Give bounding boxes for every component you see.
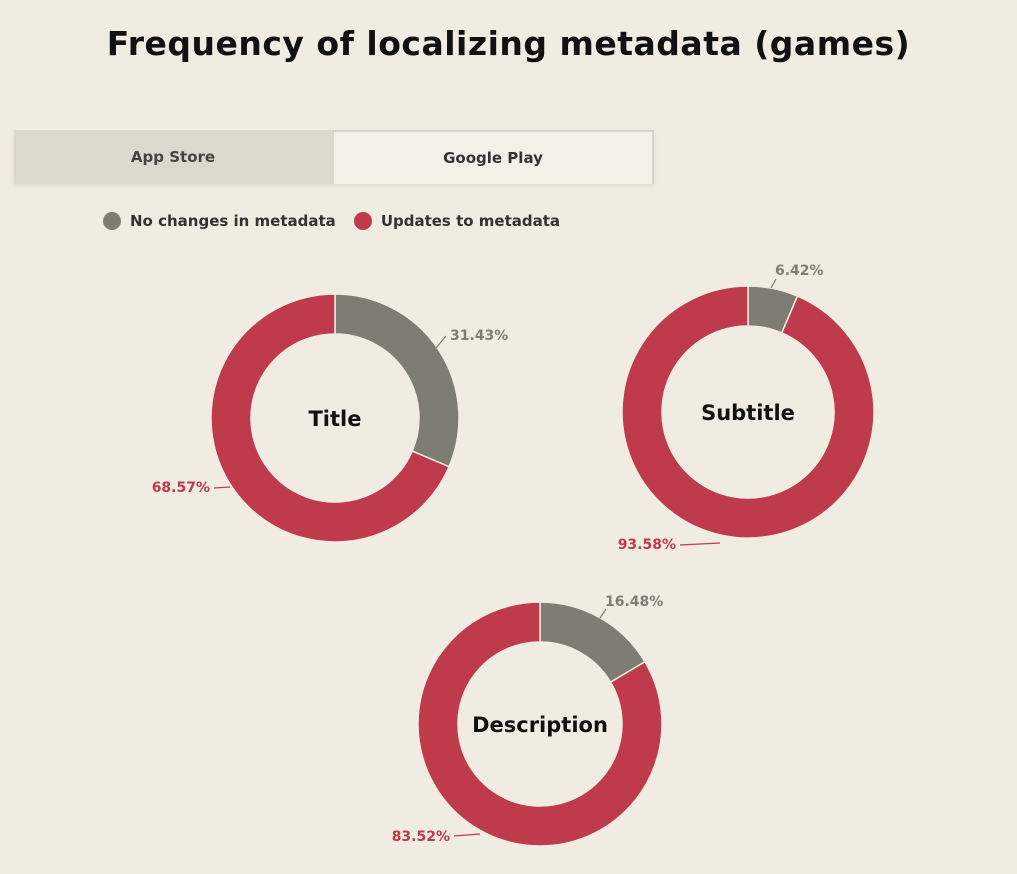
donut-center-label: Subtitle xyxy=(701,401,795,425)
donut-slice-updates[interactable] xyxy=(621,285,875,539)
page-title: Frequency of localizing metadata (games) xyxy=(106,24,911,63)
donut-slice-updates[interactable] xyxy=(210,293,451,543)
tab-app-store[interactable]: App Store xyxy=(14,130,332,184)
tab-google-play[interactable]: Google Play xyxy=(332,130,654,184)
donut-title: 31.43% 68.57% Title xyxy=(152,293,508,543)
data-label: 6.42% xyxy=(775,263,824,279)
leader-line xyxy=(213,486,231,489)
donut-slice-updates[interactable] xyxy=(417,601,663,847)
leader-line xyxy=(770,278,777,289)
leader-line xyxy=(679,542,721,546)
donut-slice-no-changes[interactable] xyxy=(539,601,646,684)
data-label: 16.48% xyxy=(605,594,663,610)
data-label: 83.52% xyxy=(392,829,450,845)
donut-slice-no-changes[interactable] xyxy=(334,293,460,468)
donut-description: 16.48% 83.52% Description xyxy=(392,594,663,847)
legend-swatch-no-changes xyxy=(103,212,121,230)
donut-center-label: Description xyxy=(472,713,608,737)
leader-line xyxy=(599,608,607,619)
chart-legend: No changes in metadata Updates to metada… xyxy=(103,212,578,230)
donut-subtitle: 6.42% 93.58% Subtitle xyxy=(618,263,875,553)
leader-line xyxy=(453,833,481,837)
leader-line xyxy=(435,335,447,349)
legend-label-no-changes: No changes in metadata xyxy=(130,212,336,230)
legend-swatch-updates xyxy=(353,212,372,230)
donut-center-label: Title xyxy=(308,407,361,431)
legend-label-updates: Updates to metadata xyxy=(380,212,561,230)
legend-item-no-changes[interactable]: No changes in metadata xyxy=(103,212,336,230)
legend-item-updates[interactable]: Updates to metadata xyxy=(353,212,561,230)
data-label: 93.58% xyxy=(618,537,676,553)
store-tabs: App Store Google Play xyxy=(14,130,654,184)
data-label: 68.57% xyxy=(152,480,210,496)
data-label: 31.43% xyxy=(450,328,508,344)
